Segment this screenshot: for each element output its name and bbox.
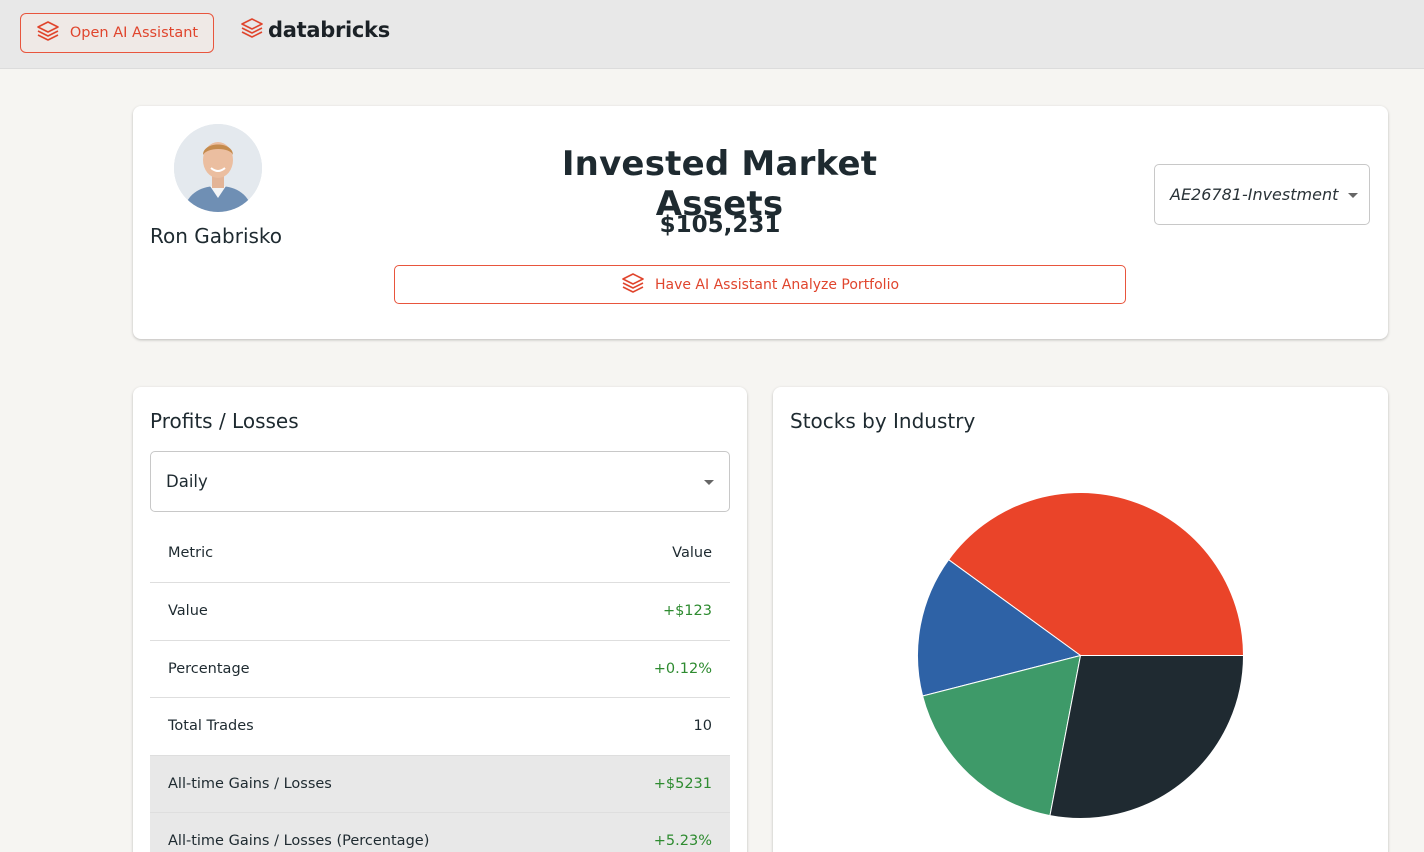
metric-value: 10 <box>693 718 712 735</box>
chevron-down-icon <box>704 480 714 485</box>
metrics-table: Metric Value Value +$123 Percentage +0.1… <box>150 523 730 852</box>
metric-name: All-time Gains / Losses (Percentage) <box>168 833 430 850</box>
top-bar: Open AI Assistant databricks <box>0 0 1424 69</box>
metric-name: Total Trades <box>168 718 254 735</box>
metric-name: All-time Gains / Losses <box>168 775 332 792</box>
user-name: Ron Gabrisko <box>150 224 283 248</box>
databricks-logo-text: databricks <box>268 18 390 42</box>
account-select[interactable]: AE26781-Investment <box>1154 164 1370 225</box>
period-select[interactable]: Daily <box>150 451 730 512</box>
open-ai-assistant-button[interactable]: Open AI Assistant <box>20 13 214 53</box>
pie-slice[interactable] <box>922 654 1082 817</box>
pie-slice[interactable] <box>1049 655 1245 819</box>
layers-icon <box>621 272 645 298</box>
avatar <box>174 124 262 212</box>
pie-slice[interactable] <box>917 558 1082 697</box>
profits-losses-title: Profits / Losses <box>150 409 299 433</box>
analyze-portfolio-button[interactable]: Have AI Assistant Analyze Portfolio <box>394 265 1126 304</box>
table-row: Value +$123 <box>150 583 730 641</box>
table-header-row: Metric Value <box>150 523 730 583</box>
pie-slice[interactable] <box>947 492 1245 656</box>
metric-value: +0.12% <box>653 660 712 677</box>
stocks-by-industry-card: Stocks by Industry <box>773 387 1388 852</box>
table-row: Total Trades 10 <box>150 698 730 756</box>
column-header-value: Value <box>672 544 712 561</box>
open-ai-assistant-label: Open AI Assistant <box>69 25 199 41</box>
period-select-value: Daily <box>166 472 208 491</box>
layers-icon <box>36 20 60 46</box>
account-select-value: AE26781-Investment <box>1170 185 1339 204</box>
total-assets-value: $105,231 <box>659 212 781 238</box>
table-row: Percentage +0.12% <box>150 641 730 698</box>
metric-name: Percentage <box>168 660 250 677</box>
table-row: All-time Gains / Losses (Percentage) +5.… <box>150 813 730 852</box>
metric-name: Value <box>168 603 208 620</box>
analyze-portfolio-label: Have AI Assistant Analyze Portfolio <box>654 276 900 293</box>
databricks-logo-icon <box>240 16 264 44</box>
databricks-logo: databricks <box>240 16 390 44</box>
chevron-down-icon <box>1348 193 1358 198</box>
metric-value: +$123 <box>662 603 712 620</box>
portfolio-header-card: Ron Gabrisko Invested Market Assets $105… <box>133 106 1388 339</box>
page-title: Invested Market Assets <box>561 144 878 224</box>
profits-losses-card: Profits / Losses Daily Metric Value Valu… <box>133 387 747 852</box>
metric-value: +5.23% <box>653 833 712 850</box>
table-row: All-time Gains / Losses +$5231 <box>150 755 730 813</box>
industry-pie-chart <box>917 492 1245 819</box>
column-header-metric: Metric <box>168 544 214 561</box>
metric-value: +$5231 <box>653 775 712 792</box>
stocks-by-industry-title: Stocks by Industry <box>790 409 976 433</box>
